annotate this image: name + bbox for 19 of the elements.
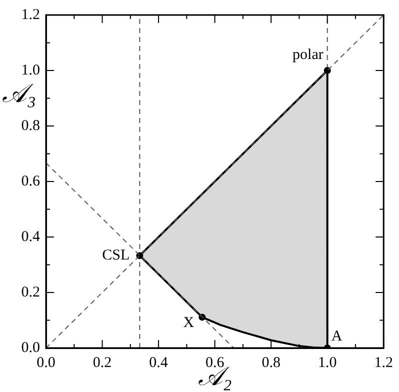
y-tick-label: 1.0: [21, 62, 40, 78]
y-axis-title: 𝒜₃: [2, 78, 36, 108]
y-tick-label: 0.0: [21, 340, 40, 356]
y-tick-label: 0.4: [21, 228, 40, 245]
annotation: CSL: [102, 248, 130, 264]
x-tick-label: 0.4: [149, 354, 168, 371]
annotation: X: [183, 315, 194, 332]
annotation: A: [331, 328, 342, 344]
x-tick-label: 0.6: [205, 354, 225, 371]
x-tick-label: 0.8: [262, 354, 280, 371]
annotation: polar: [292, 46, 324, 63]
y-tick-label: 1.2: [21, 6, 40, 23]
x-tick-label: 1.2: [374, 354, 393, 371]
x-tick-label: 1.0: [318, 354, 337, 371]
y-tick-label: 0.2: [21, 284, 40, 300]
x-tick-label: 0.2: [92, 354, 112, 371]
x-tick-label: 0.0: [36, 354, 56, 371]
y-tick-label: 0.8: [21, 118, 40, 134]
y-tick-label: 0.6: [21, 173, 40, 190]
